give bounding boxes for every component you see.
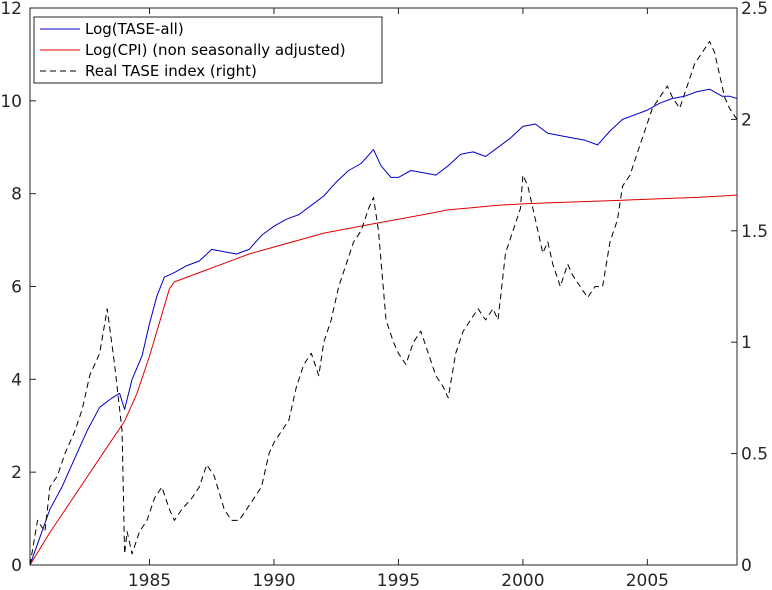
x-tick-label: 1990 xyxy=(252,571,295,590)
y-right-tick-label: 0.5 xyxy=(741,445,768,465)
legend-box xyxy=(33,16,383,84)
x-tick-label: 1985 xyxy=(128,571,171,590)
series-line-log-tase-all xyxy=(30,88,737,565)
y-right-tick-label: 1.5 xyxy=(741,222,768,242)
y-right-tick-label: 0 xyxy=(741,556,752,576)
series-line-log-cpi-non-seasonally-adjusted xyxy=(30,194,737,565)
y-left-tick-label: 12 xyxy=(0,0,22,19)
y-left-tick-label: 0 xyxy=(11,556,22,576)
y-right-tick-label: 1 xyxy=(741,333,752,353)
x-tick-label: 2005 xyxy=(626,571,669,590)
series-layer xyxy=(30,40,737,565)
y-left-tick-label: 2 xyxy=(11,463,22,483)
series-line-real-tase-index-right xyxy=(30,40,737,565)
x-tick-label: 2000 xyxy=(501,571,544,590)
y-left-tick-label: 6 xyxy=(11,278,22,298)
y-left-tick-label: 8 xyxy=(11,185,22,205)
legend-label-log-tase-all: Log(TASE-all) xyxy=(85,20,184,38)
y-right-tick-label: 2.5 xyxy=(741,0,768,19)
y-right-tick-label: 2 xyxy=(741,110,752,130)
legend: Log(TASE-all) Log(CPI) (non seasonally ad… xyxy=(33,16,383,84)
legend-label-real-tase-index-right: Real TASE index (right) xyxy=(85,62,257,80)
x-tick-label: 1995 xyxy=(377,571,420,590)
y-left-tick-label: 10 xyxy=(0,92,22,112)
legend-label-log-cpi-non-seasonally-adjusted: Log(CPI) (non seasonally adjusted) xyxy=(85,41,346,59)
y-left-tick-label: 4 xyxy=(11,370,22,390)
